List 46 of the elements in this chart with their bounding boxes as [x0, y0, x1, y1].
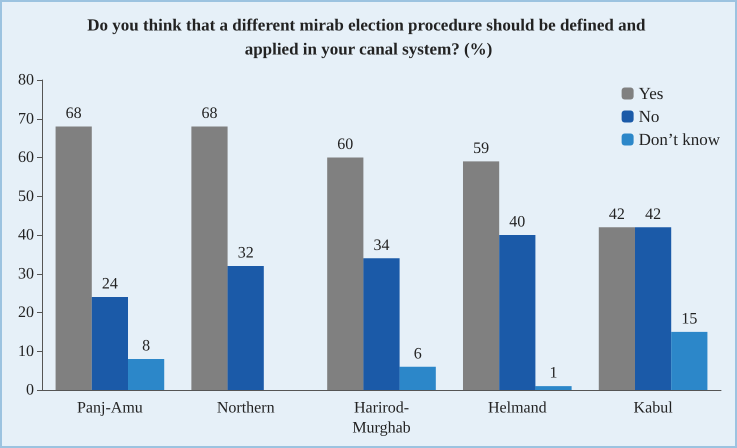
bar	[56, 126, 92, 390]
data-label: 34	[374, 236, 390, 254]
legend-label: Don’t know	[638, 130, 721, 149]
data-label: 42	[608, 206, 625, 223]
y-tick-label: 10	[18, 342, 34, 360]
bar	[535, 386, 572, 390]
data-label: 68	[201, 105, 218, 122]
bar	[128, 359, 164, 390]
bar	[462, 161, 500, 390]
bar	[671, 332, 708, 390]
data-label: 42	[645, 206, 662, 223]
y-tick-label: 0	[26, 382, 34, 398]
data-label: 8	[142, 338, 150, 354]
y-tick-label: 70	[18, 110, 34, 128]
legend-label: Yes	[638, 84, 664, 103]
y-tick-label: 40	[18, 226, 34, 244]
data-label: 40	[509, 214, 526, 230]
bar	[228, 266, 264, 390]
bar	[191, 126, 228, 390]
x-tick-label: Helmand	[488, 400, 547, 416]
x-tick-label: Harirod-Murghab	[352, 400, 411, 436]
bar	[499, 235, 536, 390]
x-tick-label: Northern	[216, 400, 275, 416]
y-tick-label: 20	[18, 304, 34, 321]
data-label: 59	[473, 140, 490, 157]
data-label: 15	[681, 310, 698, 328]
data-label: 1	[550, 364, 558, 382]
data-label: 24	[102, 276, 118, 292]
y-tick-label: 50	[18, 188, 34, 205]
data-label: 32	[238, 244, 254, 262]
data-label: 60	[337, 136, 354, 153]
bar	[327, 158, 364, 390]
chart-title: Do you think that a different mirab election procedure should be defined and applied in your canal system? (%)	[87, 16, 650, 58]
x-tick-label: Panj-Amu	[77, 400, 143, 416]
bar	[634, 227, 672, 390]
bar	[598, 227, 635, 390]
data-label: 68	[66, 105, 82, 122]
bar	[92, 297, 128, 390]
y-tick-label: 80	[18, 72, 34, 88]
x-tick-label: Kabul	[634, 400, 674, 416]
y-tick-label: 30	[18, 265, 34, 282]
bar	[363, 258, 400, 390]
legend-label: No	[638, 107, 660, 126]
data-label: 6	[414, 345, 422, 362]
y-tick-label: 60	[18, 149, 34, 166]
bar	[400, 366, 436, 390]
